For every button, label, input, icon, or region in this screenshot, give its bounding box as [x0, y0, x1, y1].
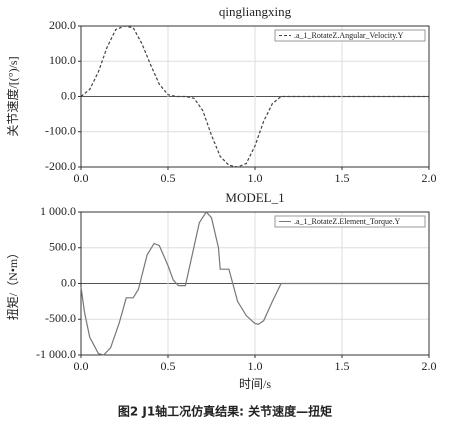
legend-label: .a_1_RotateZ.Element_Torque.Y	[294, 217, 401, 226]
y-tick-label: 200.0	[49, 18, 76, 32]
y-tick-label: -1 000.0	[36, 347, 76, 361]
x-tick-label: 1.0	[248, 171, 263, 185]
y-tick-label: -500.0	[45, 311, 76, 325]
y-tick-label: 0.0	[61, 275, 76, 289]
legend-box	[274, 29, 426, 42]
y-tick-label: 100.0	[49, 53, 76, 67]
x-tick-label: 1.0	[248, 359, 263, 373]
series-line	[80, 211, 429, 356]
x-tick-label: 2.0	[422, 359, 437, 373]
series-line	[80, 25, 429, 168]
y-tick-label: -100.0	[45, 124, 76, 138]
x-tick-label: 0.0	[74, 171, 89, 185]
legend-label: .a_1_RotateZ.Angular_Velocity.Y	[294, 31, 404, 40]
x-tick-label: 0.5	[161, 171, 176, 185]
x-tick-label: 2.0	[422, 171, 437, 185]
x-axis-label: 时间/s	[239, 377, 271, 391]
x-tick-label: 1.5	[335, 359, 350, 373]
y-tick-label: 1 000.0	[40, 204, 76, 218]
legend-box	[274, 215, 426, 228]
chart-title: MODEL_1	[225, 190, 284, 205]
y-tick-label: -200.0	[45, 159, 76, 173]
y-axis-label: 扭矩/（N•m）	[6, 247, 20, 321]
x-tick-label: 1.5	[335, 171, 350, 185]
y-tick-label: 500.0	[49, 240, 76, 254]
y-axis-label: 关节速度/[(°)/s]	[5, 56, 20, 136]
chart-title: qingliangxing	[219, 4, 292, 19]
x-tick-label: 0.5	[161, 359, 176, 373]
x-tick-label: 0.0	[74, 359, 89, 373]
caption: 图2 J1轴工况仿真结果: 关节速度—扭矩	[118, 404, 332, 419]
y-tick-label: 0.0	[61, 88, 76, 102]
